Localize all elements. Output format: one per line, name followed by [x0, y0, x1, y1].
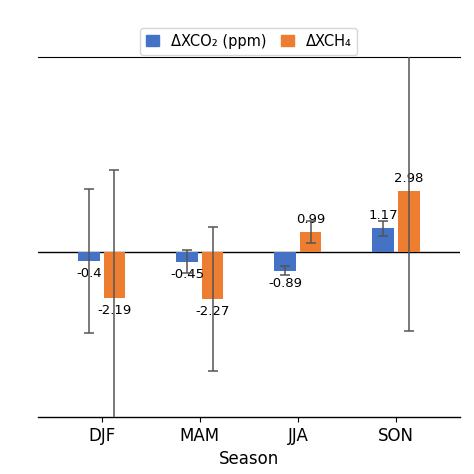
- Bar: [274, 253, 296, 271]
- Text: -0.45: -0.45: [170, 268, 204, 281]
- Bar: [300, 232, 321, 253]
- Bar: [398, 191, 419, 253]
- Bar: [78, 253, 100, 261]
- Text: -2.27: -2.27: [195, 305, 230, 319]
- X-axis label: Season: Season: [219, 450, 279, 468]
- Bar: [202, 253, 223, 299]
- Text: 0.99: 0.99: [296, 213, 325, 226]
- Bar: [104, 253, 125, 298]
- Bar: [373, 228, 394, 253]
- Text: -0.4: -0.4: [76, 267, 102, 280]
- Text: 1.17: 1.17: [368, 209, 398, 222]
- Legend: ΔXCO₂ (ppm), ΔXCH₄: ΔXCO₂ (ppm), ΔXCH₄: [140, 28, 357, 55]
- Text: -0.89: -0.89: [268, 277, 302, 290]
- Text: -2.19: -2.19: [97, 304, 132, 317]
- Text: 2.98: 2.98: [394, 172, 423, 185]
- Bar: [176, 253, 198, 262]
